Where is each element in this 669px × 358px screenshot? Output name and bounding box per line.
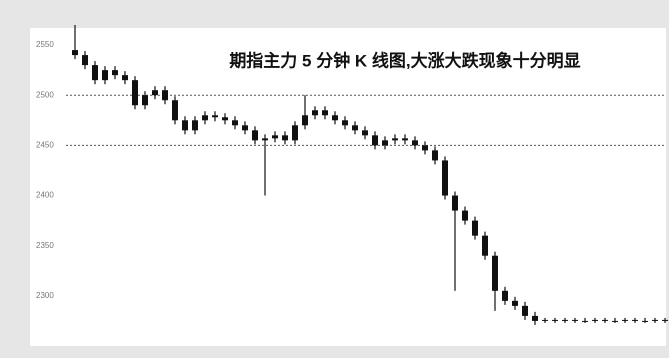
- candle-body: [372, 135, 378, 146]
- candle-body: [352, 125, 358, 131]
- candle-body: [452, 195, 458, 211]
- candle-body: [492, 255, 498, 291]
- candle-body: [572, 319, 578, 321]
- candle-body: [302, 115, 308, 126]
- y-tick-label: 2350: [36, 241, 54, 250]
- candle-body: [202, 115, 208, 121]
- candle-body: [592, 319, 598, 321]
- candle-body: [482, 235, 488, 256]
- candle-body: [632, 319, 638, 321]
- candle-body: [522, 305, 528, 316]
- candle-body: [532, 315, 538, 321]
- y-tick-label: 2300: [36, 291, 54, 300]
- candle-body: [622, 319, 628, 321]
- candle-body: [602, 319, 608, 321]
- candle-body: [192, 120, 198, 131]
- candle-body: [612, 320, 618, 322]
- y-tick-label: 2400: [36, 191, 54, 200]
- candle-body: [72, 50, 78, 56]
- candle-body: [252, 130, 258, 141]
- candle-body: [412, 140, 418, 146]
- candle-body: [552, 319, 558, 321]
- candle-body: [122, 75, 128, 81]
- candle-body: [502, 290, 508, 301]
- candle-body: [82, 55, 88, 66]
- candle-body: [172, 100, 178, 121]
- candle-body: [312, 110, 318, 116]
- candle-body: [462, 210, 468, 221]
- candle-body: [212, 115, 218, 118]
- candle-body: [642, 320, 648, 322]
- candle-body: [362, 130, 368, 136]
- candle-body: [242, 125, 248, 131]
- candle-body: [92, 65, 98, 81]
- candle-body: [582, 320, 588, 322]
- y-tick-label: 2550: [36, 40, 54, 49]
- candle-body: [282, 135, 288, 141]
- candle-body: [562, 319, 568, 321]
- candle-body: [662, 319, 668, 321]
- candle-body: [402, 138, 408, 141]
- candle-body: [132, 80, 138, 106]
- candle-body: [332, 115, 338, 121]
- candle-body: [392, 138, 398, 141]
- candle-body: [422, 145, 428, 151]
- candle-body: [112, 70, 118, 76]
- candle-body: [272, 135, 278, 139]
- candle-body: [472, 220, 478, 236]
- candle-body: [442, 160, 448, 196]
- candle-body: [292, 125, 298, 141]
- candle-body: [382, 140, 388, 146]
- candle-body: [652, 319, 658, 321]
- y-tick-label: 2450: [36, 140, 54, 149]
- candle-body: [262, 138, 268, 141]
- chart-title: 期指主力 5 分钟 K 线图,大涨大跌现象十分明显: [229, 50, 580, 70]
- candle-body: [222, 117, 228, 121]
- candle-body: [432, 150, 438, 161]
- candle-body: [322, 110, 328, 116]
- candle-body: [162, 90, 168, 101]
- candle-body: [102, 70, 108, 81]
- y-tick-label: 2500: [36, 90, 54, 99]
- candle-body: [342, 120, 348, 126]
- candle-body: [152, 90, 158, 96]
- candle-body: [232, 120, 238, 126]
- candle-body: [512, 300, 518, 306]
- candle-body: [142, 95, 148, 106]
- candle-body: [542, 319, 548, 321]
- candle-body: [182, 120, 188, 131]
